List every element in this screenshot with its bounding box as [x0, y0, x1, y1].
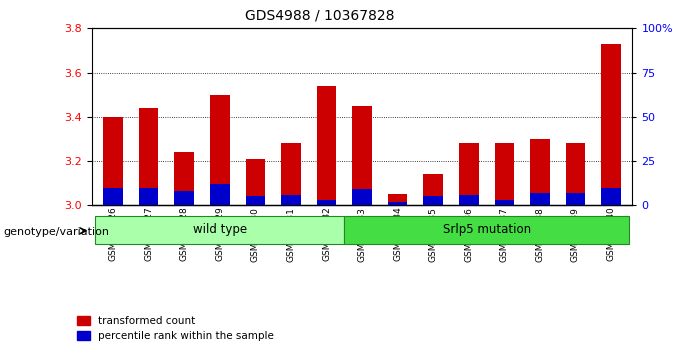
Bar	[601, 188, 621, 205]
Bar	[459, 143, 479, 205]
Text: GDS4988 / 10367828: GDS4988 / 10367828	[245, 9, 394, 23]
Bar	[424, 175, 443, 205]
Bar	[530, 139, 549, 205]
Bar	[139, 188, 158, 205]
Bar	[388, 202, 407, 205]
Bar	[210, 95, 230, 205]
Bar	[494, 143, 514, 205]
Bar	[282, 143, 301, 205]
Bar	[103, 188, 123, 205]
Bar	[175, 152, 194, 205]
Text: Srlp5 mutation: Srlp5 mutation	[443, 223, 530, 236]
Bar	[175, 191, 194, 205]
Bar	[245, 196, 265, 205]
Bar	[282, 195, 301, 205]
Text: genotype/variation: genotype/variation	[3, 227, 109, 237]
Bar	[95, 216, 344, 244]
Bar	[601, 44, 621, 205]
Bar	[424, 196, 443, 205]
Bar	[352, 189, 372, 205]
Bar	[210, 184, 230, 205]
Bar	[344, 216, 629, 244]
Bar	[566, 143, 585, 205]
Bar	[103, 117, 123, 205]
Bar	[245, 159, 265, 205]
Text: wild type: wild type	[192, 223, 247, 236]
Bar	[494, 200, 514, 205]
Bar	[388, 194, 407, 205]
Bar	[352, 106, 372, 205]
Bar	[139, 108, 158, 205]
Bar	[459, 195, 479, 205]
Bar	[530, 193, 549, 205]
Bar	[566, 193, 585, 205]
Bar	[317, 200, 337, 205]
Legend: transformed count, percentile rank within the sample: transformed count, percentile rank withi…	[73, 312, 278, 345]
Bar	[317, 86, 337, 205]
